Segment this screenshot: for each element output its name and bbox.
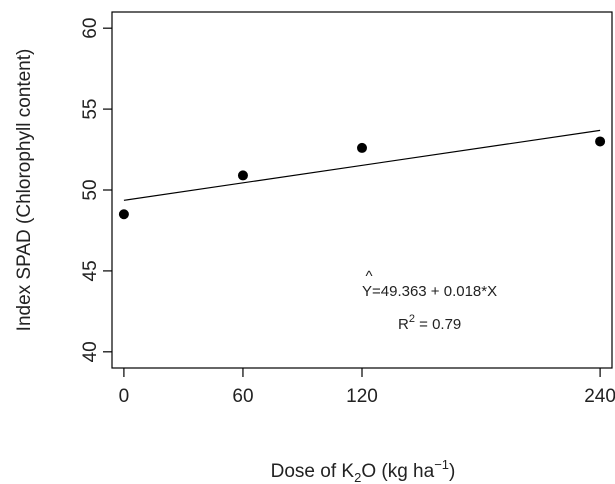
y-axis-label: Index SPAD (Chlorophyll content) [14,49,35,332]
x-tick-label: 240 [584,386,615,407]
x-tick-label: 60 [232,386,253,407]
y-tick-label: 45 [80,260,101,281]
y-tick-label: 55 [80,99,101,120]
data-point [595,136,606,147]
plot-frame [111,11,613,369]
r-squared: R2 = 0.79 [398,313,461,333]
x-axis: 0 60 120 240 [119,368,615,407]
x-tick-label: 0 [119,386,130,407]
x-axis-label: Dose of K2O (kg ha−1) [271,457,456,484]
data-marks [118,129,606,220]
y-tick-label: 60 [80,18,101,39]
x-tick-label: 120 [346,386,378,407]
regression-annotation: ^ Y=49.363 + 0.018*X R2 = 0.79 [362,268,497,333]
regression-line [123,129,601,201]
y-axis: 40 45 50 55 60 [80,18,112,362]
data-point [357,142,367,153]
regression-equation: Y=49.363 + 0.018*X [362,283,497,300]
y-tick-label: 40 [80,341,101,362]
data-point [237,170,248,181]
equation-hat: ^ [365,268,372,285]
y-tick-label: 50 [80,179,101,200]
data-point [118,209,129,220]
